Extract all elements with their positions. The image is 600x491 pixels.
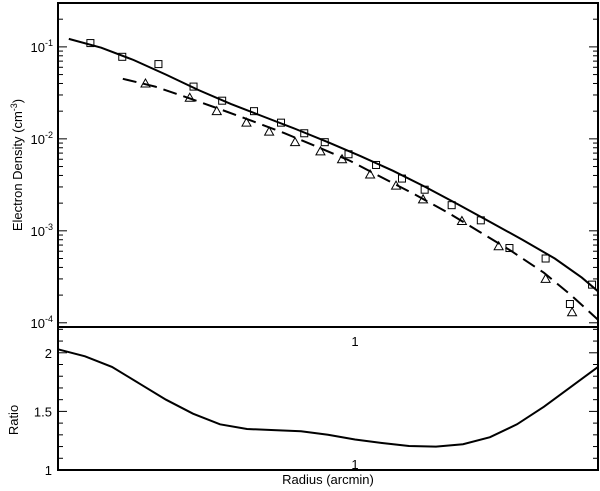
ratio-line — [57, 348, 599, 448]
x-axis-label: Radius (arcmin) — [282, 472, 374, 487]
ratio-y-ticks: 1 1.5 2 1 1 — [34, 328, 598, 478]
density-series — [68, 37, 599, 321]
triangle-point — [540, 273, 551, 283]
density-y-tick-label: 10-2 — [31, 130, 53, 147]
ratio-annotation: 1 — [351, 334, 358, 349]
ratio-y-tick-label: 1.5 — [34, 404, 52, 419]
square-point — [154, 60, 163, 69]
density-y-axis-label-main: Electron Density (cm — [10, 111, 25, 231]
density-dashed-model-line — [122, 77, 599, 321]
triangle-point — [493, 240, 504, 251]
ratio-series — [57, 348, 599, 448]
ratio-plot-frame — [57, 326, 599, 471]
density-y-tick-base: 10 — [31, 316, 45, 331]
density-y-axis-label-sup: -3 — [9, 103, 19, 111]
density-y-axis-label-close: ) — [10, 99, 25, 103]
ratio-y-axis-label: Ratio — [6, 405, 21, 435]
triangle-point — [364, 168, 376, 179]
density-y-tick-base: 10 — [31, 224, 45, 239]
density-y-axis-label: Electron Density (cm-3) — [9, 99, 25, 231]
density-y-tick-label: 10-4 — [31, 314, 53, 331]
ratio-annotation: 1 — [351, 457, 358, 472]
density-panel: 10-110-210-310-4 Electron Density (cm-3) — [9, 2, 599, 331]
square-point — [541, 254, 550, 263]
triangle-point — [566, 306, 578, 317]
triangle-point — [263, 126, 275, 136]
square-point — [565, 300, 574, 309]
density-y-tick-base: 10 — [31, 132, 45, 147]
density-y-tick-label: 10-1 — [31, 38, 53, 55]
density-plot-frame — [57, 2, 599, 328]
density-solid-model-line — [68, 37, 599, 293]
triangle-point — [315, 145, 326, 156]
ratio-panel: 1 1.5 2 1 1 Ratio Radius (arcmin) — [6, 326, 599, 487]
triangle-point — [241, 117, 252, 127]
density-y-tick-exponent: -4 — [45, 314, 53, 324]
density-y-ticks: 10-110-210-310-4 — [31, 18, 598, 331]
density-y-tick-exponent: -3 — [45, 222, 53, 232]
density-y-tick-label: 10-3 — [31, 222, 53, 239]
density-y-tick-exponent: -2 — [45, 130, 53, 140]
triangle-point — [289, 136, 301, 147]
density-y-tick-exponent: -1 — [45, 38, 53, 48]
ratio-y-tick-label: 1 — [45, 463, 52, 478]
ratio-y-tick-label: 2 — [45, 346, 52, 361]
triangle-point — [211, 105, 223, 116]
density-y-tick-base: 10 — [31, 40, 45, 55]
